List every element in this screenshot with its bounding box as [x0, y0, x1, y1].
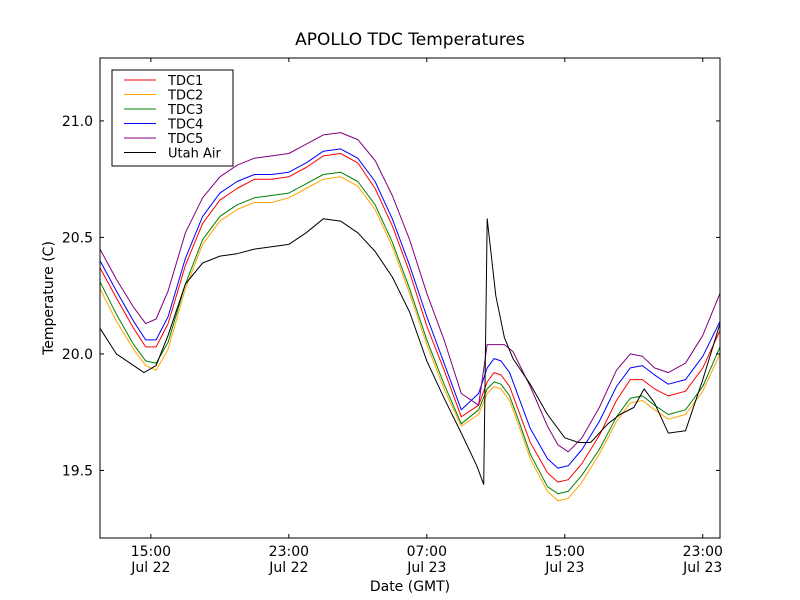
x-tick-label-date: Jul 23 — [406, 560, 446, 576]
x-tick-label-date: Jul 22 — [130, 560, 170, 576]
x-tick-label-time: 15:00 — [131, 544, 171, 560]
plot-lines — [99, 132, 721, 502]
x-tick-label-time: 07:00 — [407, 544, 447, 560]
legend-label-utah-air: Utah Air — [168, 147, 221, 162]
x-tick-label-date: Jul 22 — [268, 560, 308, 576]
y-axis: 19.5 20.0 20.5 21.0 — [62, 114, 720, 479]
legend-label-tdc1: TDC1 — [167, 74, 203, 89]
chart-title: APOLLO TDC Temperatures — [295, 30, 525, 50]
legend-label-tdc4: TDC4 — [167, 118, 203, 133]
x-axis-title: Date (GMT) — [370, 579, 450, 595]
legend-label-tdc5: TDC5 — [167, 132, 203, 147]
x-tick-label-time: 15:00 — [545, 544, 585, 560]
legend-box — [111, 69, 234, 167]
series-line-tdc4 — [99, 148, 721, 469]
x-tick-label-time: 23:00 — [269, 544, 309, 560]
legend-label-tdc2: TDC2 — [167, 89, 203, 104]
y-tick-label: 20.5 — [62, 230, 93, 246]
x-tick-label-date: Jul 23 — [682, 560, 722, 576]
y-tick-label: 21.0 — [62, 114, 93, 130]
series-line-tdc2 — [99, 176, 721, 502]
x-tick-label-time: 23:00 — [683, 544, 723, 560]
legend-label-tdc3: TDC3 — [167, 103, 203, 118]
y-tick-label: 20.0 — [62, 347, 93, 363]
plot-frame — [99, 57, 721, 539]
x-tick-label-date: Jul 23 — [544, 560, 584, 576]
series-line-tdc1 — [99, 153, 721, 483]
series-line-tdc5 — [99, 132, 721, 453]
y-axis-title: Temperature (C) — [41, 241, 57, 356]
series-line-utah-air — [99, 218, 721, 485]
y-tick-label: 19.5 — [62, 463, 93, 479]
